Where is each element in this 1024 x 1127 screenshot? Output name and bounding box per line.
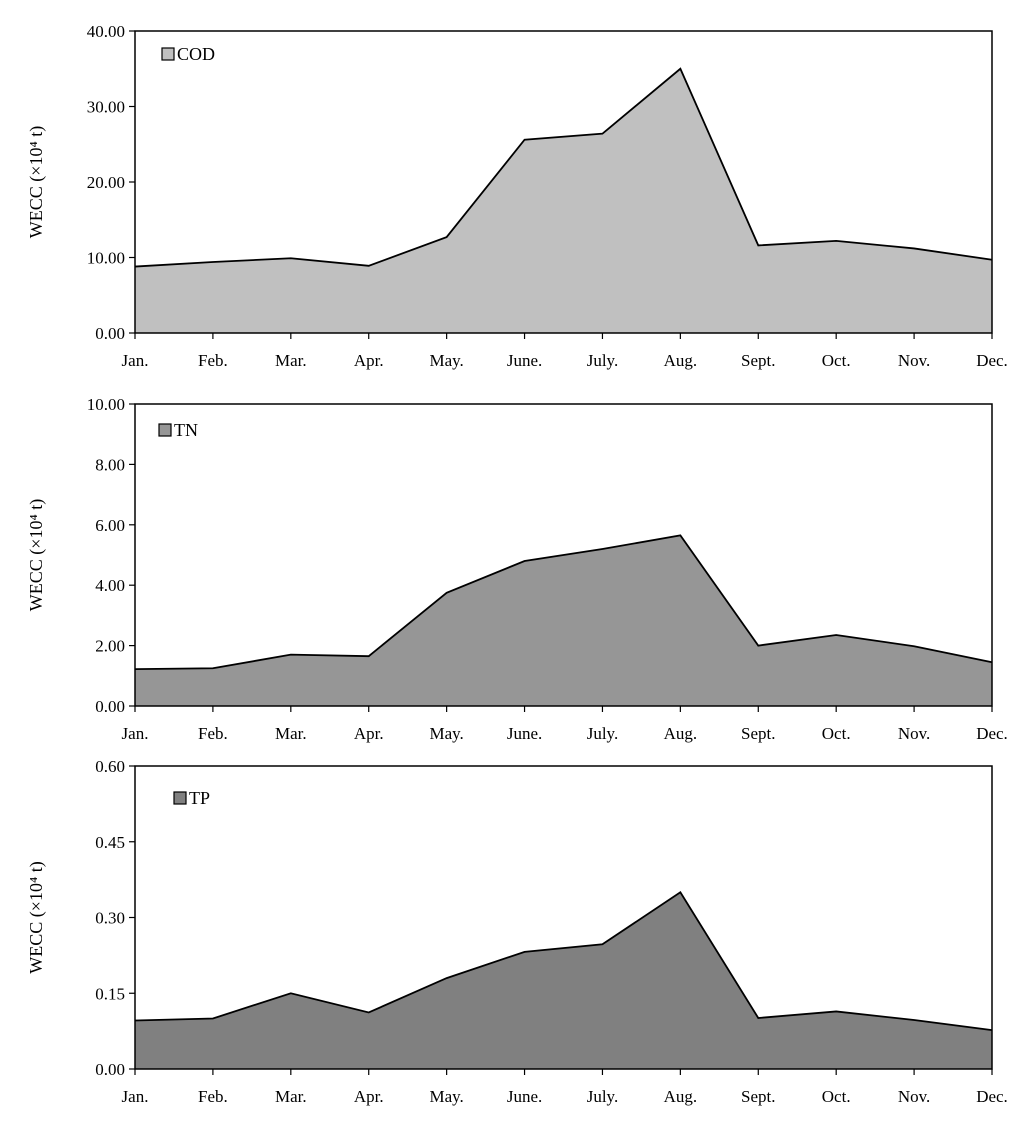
x-tick-label: June. <box>507 724 542 743</box>
legend-label-cod: COD <box>177 44 215 64</box>
x-tick-label: Nov. <box>898 1087 930 1106</box>
chart-panel-tp: 0.00 0.15 0.30 0.45 0.60 Jan. Feb. Mar. Apr. May.… <box>26 757 1008 1106</box>
legend-cod: COD <box>161 44 215 64</box>
y-axis-label: WECC (×10⁴ t) <box>26 861 47 973</box>
x-tick-label: Nov. <box>898 724 930 743</box>
y-tick-label: 20.00 <box>87 173 125 192</box>
y-tick-label: 0.60 <box>95 757 125 776</box>
x-tick-label: Dec. <box>976 724 1008 743</box>
x-tick-label: Apr. <box>354 351 384 370</box>
x-tick-label: July. <box>587 1087 619 1106</box>
x-tick-label: Aug. <box>664 724 698 743</box>
x-tick-label: Feb. <box>198 351 228 370</box>
y-tick-label: 40.00 <box>87 22 125 41</box>
x-tick-label: Feb. <box>198 1087 228 1106</box>
legend-label-tn: TN <box>174 420 198 440</box>
x-tick-label: Oct. <box>822 1087 851 1106</box>
y-tick-label: 8.00 <box>95 455 125 474</box>
legend-tn: TN <box>158 420 198 440</box>
x-tick-label: Dec. <box>976 1087 1008 1106</box>
y-tick-label: 0.30 <box>95 909 125 928</box>
legend-swatch-cod <box>161 47 175 61</box>
y-tick-label: 0.00 <box>95 324 125 343</box>
x-tick-label: May. <box>429 1087 463 1106</box>
area-tn <box>135 535 992 706</box>
y-tick-label: 6.00 <box>95 516 125 535</box>
y-tick-label: 10.00 <box>87 395 125 414</box>
legend-swatch-tp <box>173 791 187 805</box>
series-line-cod <box>134 67 993 268</box>
y-tick-label: 0.15 <box>95 984 125 1003</box>
chart-panel-cod: 0.00 10.00 20.00 30.00 40.00 Jan. Feb. Mar. Apr.… <box>26 22 1008 370</box>
chart-panel-tn: 0.00 2.00 4.00 6.00 8.00 10.00 Jan. Feb. Mar. Apr… <box>26 395 1008 743</box>
y-tick-label: 0.00 <box>95 697 125 716</box>
plot-frame-tn <box>134 403 993 707</box>
series-line-tp <box>134 890 993 1032</box>
x-tick-label: Apr. <box>354 1087 384 1106</box>
x-tick-label: Sept. <box>741 724 775 743</box>
x-tick-label: Aug. <box>664 351 698 370</box>
y-tick-label: 2.00 <box>95 637 125 656</box>
x-tick-label: Aug. <box>664 1087 698 1106</box>
x-tick-label: Sept. <box>741 1087 775 1106</box>
y-tick-label: 10.00 <box>87 249 125 268</box>
x-tick-label: Apr. <box>354 724 384 743</box>
legend-swatch-tn <box>158 423 172 437</box>
x-tick-label: July. <box>587 351 619 370</box>
series-line-tn <box>134 534 993 671</box>
y-tick-label: 0.00 <box>95 1060 125 1079</box>
area-cod <box>135 68 992 333</box>
x-tick-label: July. <box>587 724 619 743</box>
x-tick-label: May. <box>429 724 463 743</box>
x-tick-label: Sept. <box>741 351 775 370</box>
x-tick-label: Jan. <box>122 351 149 370</box>
y-tick-label: 4.00 <box>95 576 125 595</box>
area-tp <box>135 892 992 1069</box>
x-tick-label: Oct. <box>822 351 851 370</box>
y-tick-label: 30.00 <box>87 98 125 117</box>
x-tick-label: Dec. <box>976 351 1008 370</box>
x-tick-label: Nov. <box>898 351 930 370</box>
x-tick-label: Mar. <box>275 724 307 743</box>
x-tick-label: Mar. <box>275 351 307 370</box>
legend-label-tp: TP <box>189 788 210 808</box>
legend-tp: TP <box>173 788 210 808</box>
x-tick-label: June. <box>507 1087 542 1106</box>
x-tick-label: Jan. <box>122 724 149 743</box>
y-axis-label: WECC (×10⁴ t) <box>26 499 47 611</box>
x-tick-label: June. <box>507 351 542 370</box>
x-tick-label: Oct. <box>822 724 851 743</box>
x-tick-label: Mar. <box>275 1087 307 1106</box>
y-tick-label: 0.45 <box>95 833 125 852</box>
x-tick-label: May. <box>429 351 463 370</box>
x-tick-label: Jan. <box>122 1087 149 1106</box>
x-tick-label: Feb. <box>198 724 228 743</box>
y-axis-label: WECC (×10⁴ t) <box>26 126 47 238</box>
